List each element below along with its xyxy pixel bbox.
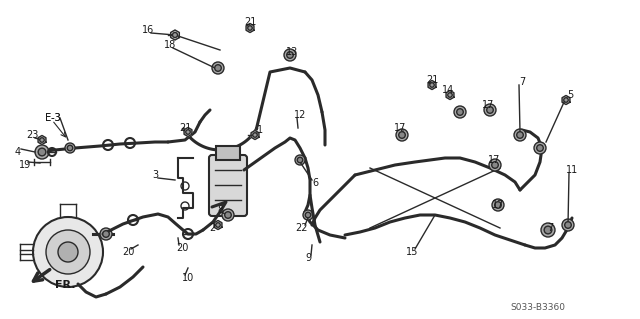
Circle shape xyxy=(40,138,44,142)
Circle shape xyxy=(305,212,311,218)
Circle shape xyxy=(297,157,303,163)
Text: 21: 21 xyxy=(244,17,256,27)
Circle shape xyxy=(303,210,313,220)
Polygon shape xyxy=(562,95,570,105)
Polygon shape xyxy=(184,128,192,137)
Text: 17: 17 xyxy=(482,100,494,110)
Circle shape xyxy=(492,199,504,211)
Text: 17: 17 xyxy=(492,200,504,210)
Circle shape xyxy=(534,142,546,154)
Circle shape xyxy=(495,202,501,208)
Circle shape xyxy=(102,231,109,237)
Circle shape xyxy=(564,98,568,102)
Text: 14: 14 xyxy=(442,85,454,95)
FancyBboxPatch shape xyxy=(209,155,247,216)
Text: 4: 4 xyxy=(15,147,21,157)
Circle shape xyxy=(537,145,543,151)
Text: 13: 13 xyxy=(286,47,298,57)
Circle shape xyxy=(514,129,526,141)
Text: 1: 1 xyxy=(257,125,263,135)
Text: 18: 18 xyxy=(164,40,176,50)
Circle shape xyxy=(541,223,555,237)
Text: 7: 7 xyxy=(519,77,525,87)
Circle shape xyxy=(448,93,452,97)
Circle shape xyxy=(253,133,257,137)
Text: 17: 17 xyxy=(394,123,406,133)
Text: FR.: FR. xyxy=(55,280,76,290)
Text: 6: 6 xyxy=(312,178,318,188)
Circle shape xyxy=(173,33,177,38)
Circle shape xyxy=(295,155,305,165)
Text: 20: 20 xyxy=(176,243,188,253)
Circle shape xyxy=(35,145,49,159)
Circle shape xyxy=(399,132,405,138)
Circle shape xyxy=(457,109,463,115)
Text: 20: 20 xyxy=(122,247,134,257)
Circle shape xyxy=(33,217,103,287)
Circle shape xyxy=(100,228,112,240)
Text: 9: 9 xyxy=(305,253,311,263)
Text: 21: 21 xyxy=(179,123,191,133)
Text: 7: 7 xyxy=(547,223,553,233)
Circle shape xyxy=(429,83,435,87)
Polygon shape xyxy=(171,30,179,40)
Text: 10: 10 xyxy=(182,273,194,283)
Polygon shape xyxy=(446,91,454,100)
Polygon shape xyxy=(38,136,46,145)
Circle shape xyxy=(186,130,190,134)
Circle shape xyxy=(222,209,234,221)
Circle shape xyxy=(564,222,572,228)
Text: 3: 3 xyxy=(152,170,158,180)
Circle shape xyxy=(212,62,224,74)
Text: 19: 19 xyxy=(19,160,31,170)
Circle shape xyxy=(46,230,90,274)
Circle shape xyxy=(225,212,231,218)
Text: 11: 11 xyxy=(566,165,578,175)
Circle shape xyxy=(216,223,220,227)
Text: 5: 5 xyxy=(567,90,573,100)
Polygon shape xyxy=(251,130,259,139)
Bar xyxy=(216,146,240,160)
Text: 2: 2 xyxy=(209,223,215,233)
Circle shape xyxy=(484,104,496,116)
Circle shape xyxy=(284,49,296,61)
Text: 16: 16 xyxy=(142,25,154,35)
Circle shape xyxy=(287,52,293,58)
Circle shape xyxy=(214,65,221,71)
Circle shape xyxy=(562,219,574,231)
Polygon shape xyxy=(214,220,222,229)
Text: E-3: E-3 xyxy=(45,113,61,123)
Circle shape xyxy=(489,159,501,171)
Text: 12: 12 xyxy=(294,110,306,120)
Circle shape xyxy=(486,107,493,113)
Text: 21: 21 xyxy=(426,75,438,85)
Text: 23: 23 xyxy=(26,130,38,140)
Text: 15: 15 xyxy=(406,247,418,257)
Text: E-3: E-3 xyxy=(45,113,61,123)
Circle shape xyxy=(248,26,252,30)
Text: 22: 22 xyxy=(296,223,308,233)
Circle shape xyxy=(58,242,78,262)
Circle shape xyxy=(544,226,552,234)
Circle shape xyxy=(396,129,408,141)
Circle shape xyxy=(38,148,46,156)
Circle shape xyxy=(454,106,466,118)
Polygon shape xyxy=(246,24,254,33)
Text: S033-B3360: S033-B3360 xyxy=(510,303,565,313)
Polygon shape xyxy=(428,80,436,90)
Circle shape xyxy=(65,143,75,153)
Circle shape xyxy=(67,145,73,151)
Circle shape xyxy=(492,162,499,168)
Text: 8: 8 xyxy=(217,205,223,215)
Circle shape xyxy=(516,132,524,138)
Text: 17: 17 xyxy=(488,155,500,165)
